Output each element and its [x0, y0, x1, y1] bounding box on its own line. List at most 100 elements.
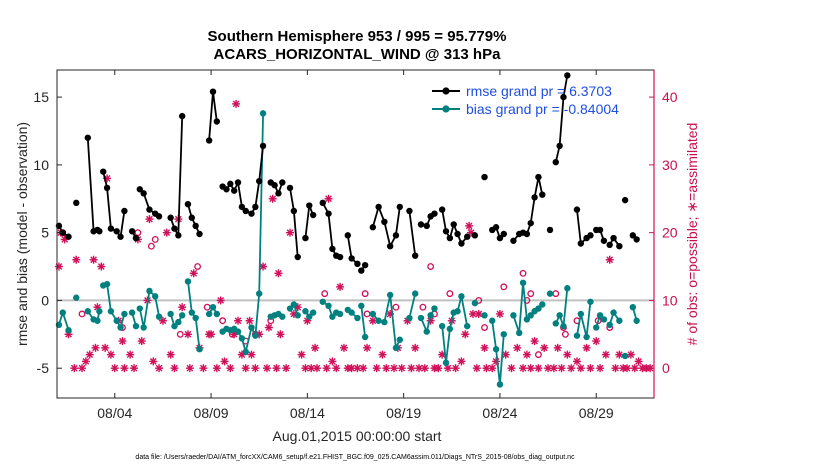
asterisk-stroke: [217, 297, 225, 304]
obs-assimilated-marker: [630, 364, 639, 373]
rmse-point: [596, 226, 604, 234]
bias-point: [633, 317, 640, 324]
obs-assimilated-marker: [549, 364, 558, 373]
obs-assimilated-marker: [232, 99, 241, 108]
asterisk-stroke: [107, 351, 115, 359]
obs-assimilated-marker: [72, 255, 81, 264]
asterisk-stroke: [411, 344, 419, 352]
rmse-point: [325, 210, 332, 217]
bias-point: [152, 293, 159, 300]
asterisk-stroke: [554, 344, 562, 352]
bias-point: [560, 322, 567, 330]
obs-assimilated-marker: [522, 350, 531, 359]
obs-assimilated-marker: [199, 364, 208, 373]
rmse-point: [381, 218, 388, 226]
asterisk-stroke: [531, 337, 538, 345]
bias-line-segment: [408, 293, 417, 319]
rmse-point: [275, 190, 282, 197]
rmse-point: [361, 261, 369, 269]
asterisk-stroke: [248, 351, 255, 359]
rmse-point: [463, 233, 471, 240]
rmse-point: [279, 179, 286, 186]
axes-layer: 08/04 08/09 08/14 08/19 08/24 08/29 -5 0 5 10 15 0 1…: [33, 70, 678, 421]
bias-point: [492, 346, 500, 353]
asterisk-stroke: [70, 364, 78, 372]
obs-assimilated-marker: [91, 343, 100, 352]
obs-assimilated-marker: [605, 255, 614, 264]
bias-point: [196, 346, 203, 353]
bias-point: [279, 313, 286, 320]
rmse-line-segment: [187, 203, 201, 235]
bias-point: [329, 313, 336, 320]
obs-possible-marker: [419, 303, 427, 311]
asterisk-stroke: [298, 351, 305, 359]
rmse-point: [242, 207, 249, 215]
asterisk-stroke: [382, 364, 390, 372]
asterisk-stroke: [458, 358, 465, 365]
asterisk-stroke: [390, 364, 398, 372]
asterisk-stroke: [623, 364, 631, 372]
asterisk-stroke: [213, 364, 221, 372]
rmse-point: [527, 219, 534, 227]
bias-point: [84, 308, 92, 315]
obs-assimilated-marker: [526, 364, 535, 373]
asterisk-stroke: [78, 364, 86, 372]
obs-possible-marker: [446, 290, 454, 298]
rmse-point: [227, 180, 234, 188]
obs-assimilated-marker: [207, 330, 216, 339]
x-axis-label: Aug.01,2015 00:00:00 start: [273, 428, 442, 444]
rmse-point: [113, 228, 120, 235]
rmse-point: [573, 206, 581, 213]
bias-point: [621, 352, 629, 360]
bias-point: [336, 310, 344, 318]
obs-assimilated-marker: [268, 194, 277, 203]
bias-point: [155, 313, 163, 320]
rmse-line-segment: [169, 116, 184, 239]
rmse-point: [248, 210, 255, 217]
rmse-point: [175, 232, 182, 239]
bias-point: [132, 322, 140, 330]
bias-point: [552, 320, 559, 327]
asterisk-stroke: [379, 351, 386, 359]
asterisk-stroke: [130, 364, 138, 372]
bias-point: [248, 324, 255, 331]
rmse-point: [358, 267, 365, 274]
bias-point: [427, 312, 434, 319]
obs-assimilated-marker: [557, 364, 566, 373]
obs-possible-marker: [535, 351, 542, 359]
rmse-point: [184, 200, 192, 208]
asterisk-stroke: [563, 351, 571, 359]
bias-point: [629, 303, 637, 311]
bias-point: [431, 305, 438, 312]
obs-assimilated-marker: [572, 357, 581, 366]
obs-assimilated-marker: [216, 296, 225, 305]
asterisk-stroke: [592, 337, 600, 345]
asterisk-stroke: [313, 364, 321, 372]
obs-assimilated-marker: [359, 364, 368, 373]
asterisk-stroke: [232, 100, 240, 108]
obs-assimilated-marker: [332, 364, 341, 373]
y-tick-label-right: 10: [662, 292, 678, 308]
asterisk-stroke: [523, 351, 531, 359]
obs-possible-marker: [176, 330, 184, 338]
chart-title: Southern Hemisphere 953 / 995 = 95.779%: [208, 28, 507, 45]
chart-subtitle: ACARS_HORIZONTAL_WIND @ 313 hPa: [214, 46, 502, 63]
bias-point: [94, 317, 101, 324]
bias-point: [463, 322, 471, 330]
bias-point: [587, 298, 594, 305]
asterisk-stroke: [97, 263, 105, 270]
bias-point: [593, 324, 600, 331]
asterisk-stroke: [631, 364, 639, 372]
rmse-point: [417, 221, 425, 228]
asterisk-stroke: [275, 269, 282, 277]
rmse-point: [230, 187, 238, 194]
bias-point: [535, 305, 542, 312]
bias-point: [412, 290, 419, 297]
obs-assimilated-marker: [137, 337, 146, 346]
obs-assimilated-marker: [166, 350, 175, 359]
asterisk-stroke: [519, 364, 527, 372]
rmse-point: [103, 184, 111, 192]
obs-assimilated-marker: [457, 357, 466, 366]
bias-point: [354, 314, 361, 322]
